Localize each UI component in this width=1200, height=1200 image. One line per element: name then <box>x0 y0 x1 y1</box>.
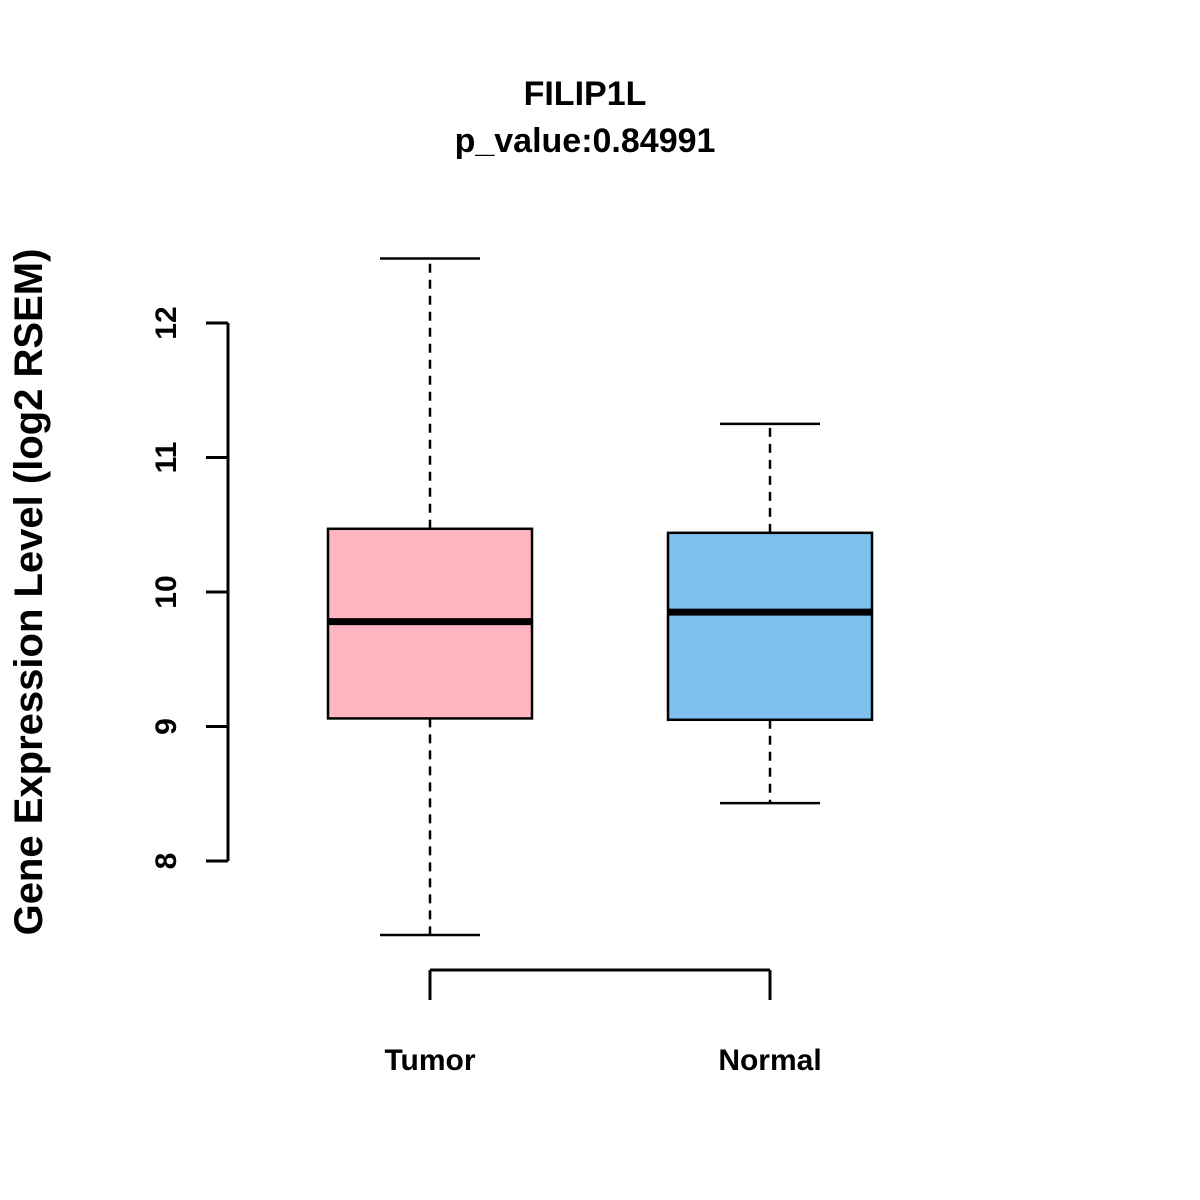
y-tick-label: 9 <box>150 718 183 735</box>
plot-layer: 8 9 10 11 12 <box>150 257 874 1000</box>
y-tick-label: 8 <box>150 853 183 870</box>
normal-box <box>666 531 874 722</box>
x-category-label-normal: Normal <box>718 1044 821 1077</box>
chart-title: FILIP1L <box>524 75 647 113</box>
y-tick-label: 11 <box>150 442 183 474</box>
y-tick-label: 10 <box>150 575 183 608</box>
x-category-label-tumor: Tumor <box>384 1044 475 1077</box>
y-tick-label: 12 <box>150 306 183 339</box>
chart-subtitle-pvalue: p_value:0.84991 <box>455 122 716 160</box>
y-axis-label: Gene Expression Level (log2 RSEM) <box>7 249 51 936</box>
